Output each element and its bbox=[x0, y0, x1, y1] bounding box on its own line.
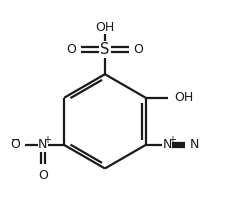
Text: −: − bbox=[11, 135, 20, 145]
Text: S: S bbox=[100, 42, 110, 57]
Text: +: + bbox=[43, 135, 51, 145]
Text: O: O bbox=[38, 169, 48, 182]
Text: +: + bbox=[168, 135, 177, 145]
Text: N: N bbox=[190, 138, 199, 151]
Text: O: O bbox=[10, 138, 20, 151]
Text: OH: OH bbox=[95, 21, 115, 34]
Text: O: O bbox=[134, 43, 143, 56]
Text: N: N bbox=[38, 138, 47, 151]
Text: N: N bbox=[163, 138, 172, 151]
Text: O: O bbox=[66, 43, 76, 56]
Text: OH: OH bbox=[175, 91, 194, 104]
